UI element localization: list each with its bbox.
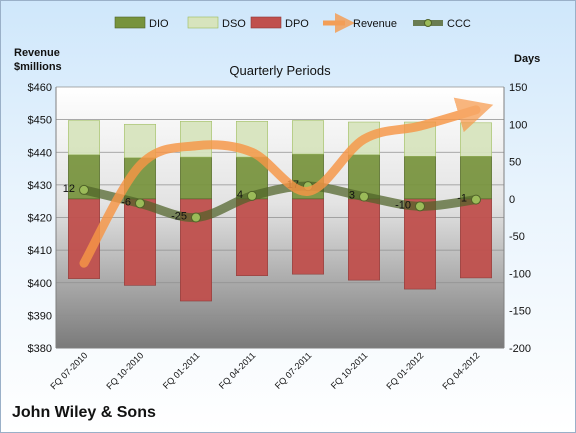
right-tick-label: -50 <box>509 231 525 243</box>
dpo-bar <box>348 198 380 281</box>
ccc-point <box>359 191 369 202</box>
chart-title: Quarterly Periods <box>229 63 331 78</box>
ccc-point <box>471 194 481 205</box>
ccc-data-label: 4 <box>237 189 243 201</box>
dso-bar <box>292 120 324 155</box>
y-right-label: Days <box>514 53 540 65</box>
dpo-bar <box>460 198 492 279</box>
dso-bar <box>68 120 100 156</box>
dio-bar <box>404 156 436 200</box>
left-tick-label: $410 <box>28 245 52 257</box>
legend-label-dso: DSO <box>222 18 246 30</box>
ccc-point <box>247 190 257 201</box>
dso-bar <box>460 122 492 157</box>
right-tick-label: -100 <box>509 268 531 280</box>
right-tick-label: 50 <box>509 157 521 169</box>
dio-bar <box>180 156 212 200</box>
ccc-point <box>79 184 89 195</box>
left-tick-label: $460 <box>28 82 52 94</box>
left-tick-label: $450 <box>28 115 52 127</box>
dpo-bar <box>404 198 436 290</box>
legend-label-ccc: CCC <box>447 18 471 30</box>
x-tick-label: FQ 10-2011 <box>329 350 370 391</box>
left-tick-label: $420 <box>28 213 52 225</box>
right-tick-label: 0 <box>509 194 515 206</box>
left-tick-label: $390 <box>28 310 52 322</box>
ccc-data-label: -1 <box>457 193 467 205</box>
left-tick-label: $380 <box>28 343 52 355</box>
right-tick-label: -150 <box>509 306 531 318</box>
ccc-data-label: -25 <box>171 211 187 223</box>
ccc-data-label: -10 <box>395 199 411 211</box>
x-tick-label: FQ 07-2010 <box>48 350 89 391</box>
left-tick-label: $400 <box>28 278 52 290</box>
x-tick-label: FQ 01-2012 <box>384 350 425 391</box>
ccc-point <box>415 201 425 212</box>
ccc-point <box>135 198 145 209</box>
revenue-line <box>79 97 494 268</box>
x-tick-label: FQ 04-2011 <box>217 350 258 391</box>
legend-swatch-dso <box>187 16 219 29</box>
legend-swatch-dpo <box>250 16 282 29</box>
dso-bar <box>180 121 212 158</box>
right-tick-label: -200 <box>509 343 531 355</box>
right-tick-label: 100 <box>509 119 527 131</box>
ccc-data-label: 3 <box>349 190 355 202</box>
legend-swatch-dio <box>114 16 146 29</box>
ccc-point <box>191 212 201 223</box>
left-tick-label: $430 <box>28 180 52 192</box>
ccc-data-label: -6 <box>121 196 131 208</box>
x-tick-label: FQ 01-2011 <box>161 350 202 391</box>
x-tick-label: FQ 10-2010 <box>104 350 145 391</box>
legend-marker-ccc <box>424 19 432 27</box>
dpo-bar <box>292 198 324 275</box>
dpo-bar <box>236 198 268 276</box>
dpo-bar <box>124 198 156 286</box>
x-tick-label: FQ 07-2011 <box>273 350 314 391</box>
y-left-label: Revenue <box>14 47 60 59</box>
x-tick-label: FQ 04-2012 <box>440 350 481 391</box>
dio-bar <box>460 156 492 200</box>
legend-label-dpo: DPO <box>285 18 309 30</box>
legend-label-dio: DIO <box>149 18 169 30</box>
left-tick-label: $440 <box>28 147 52 159</box>
ccc-data-label: 12 <box>63 183 75 195</box>
y-left-label-units: $millions <box>14 61 62 73</box>
right-tick-label: 150 <box>509 82 527 94</box>
company-label: John Wiley & Sons <box>12 404 156 421</box>
legend-label-revenue: Revenue <box>353 18 397 30</box>
